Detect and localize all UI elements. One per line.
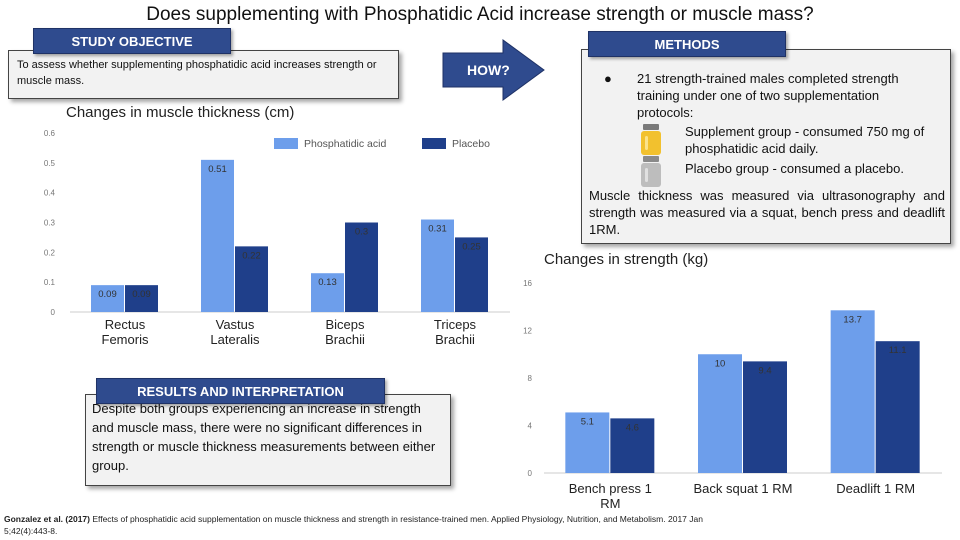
category-label-rectus-femoris: Rectus xyxy=(105,317,146,332)
data-label-vastus-lateralis-series-1: 0.51 xyxy=(208,164,227,175)
y-tick-label: 0 xyxy=(528,469,533,478)
data-label-bench-press-1-rm-series-1: 5.1 xyxy=(581,416,594,427)
legend-label-phosphatidic-acid: Phosphatidic acid xyxy=(304,138,386,150)
results-box: Despite both groups experiencing an incr… xyxy=(85,394,451,486)
bar-biceps-brachii-series-2 xyxy=(345,222,378,312)
study-objective-banner: STUDY OBJECTIVE xyxy=(33,28,231,54)
y-tick-label: 8 xyxy=(528,374,533,383)
bar-deadlift-1-rm-series-2 xyxy=(875,341,920,473)
data-label-vastus-lateralis-series-2: 0.22 xyxy=(242,250,261,261)
methods-bullet-text: 21 strength-trained males completed stre… xyxy=(637,71,899,120)
study-objective-heading: STUDY OBJECTIVE xyxy=(71,33,193,49)
results-banner: RESULTS AND INTERPRETATION xyxy=(96,378,385,404)
how-arrow: HOW? xyxy=(442,39,545,101)
category-label-biceps-brachii: Brachii xyxy=(325,332,365,347)
reference-citation: Gonzalez et al. (2017) Effects of phosph… xyxy=(4,513,704,537)
bar-bench-press-1-rm-series-2 xyxy=(610,418,655,473)
category-label-bench-press-1-rm: RM xyxy=(600,496,620,511)
bar-biceps-brachii-series-1 xyxy=(311,273,344,312)
y-tick-label: 0 xyxy=(51,308,56,317)
study-objective-box: To assess whether supplementing phosphat… xyxy=(8,50,399,99)
reference-author: Gonzalez et al. (2017) xyxy=(4,514,90,524)
how-arrow-label: HOW? xyxy=(467,62,510,78)
category-label-rectus-femoris: Femoris xyxy=(102,332,149,347)
methods-bullet-marker: ● xyxy=(604,71,612,86)
y-tick-label: 12 xyxy=(523,327,532,336)
category-label-biceps-brachii: Biceps xyxy=(325,317,365,332)
data-label-back-squat-1-rm-series-2: 9.4 xyxy=(758,365,771,376)
data-label-triceps-brachii-series-1: 0.31 xyxy=(428,224,447,235)
data-label-rectus-femoris-series-1: 0.09 xyxy=(98,289,117,300)
reference-text: Effects of phosphatidic acid supplementa… xyxy=(4,514,703,536)
legend-swatch-placebo xyxy=(422,138,446,149)
y-tick-label: 0.4 xyxy=(44,189,56,198)
data-label-bench-press-1-rm-series-2: 4.6 xyxy=(626,422,639,433)
bar-back-squat-1-rm-series-1 xyxy=(698,354,742,473)
category-label-back-squat-1-rm: Back squat 1 RM xyxy=(694,481,793,496)
methods-banner: METHODS xyxy=(588,31,786,57)
category-label-triceps-brachii: Brachii xyxy=(435,332,475,347)
category-label-vastus-lateralis: Lateralis xyxy=(210,332,260,347)
bar-back-squat-1-rm-series-2 xyxy=(743,361,787,473)
y-tick-label: 0.1 xyxy=(44,278,56,287)
category-label-vastus-lateralis: Vastus xyxy=(216,317,255,332)
methods-measurement-text: Muscle thickness was measured via ultras… xyxy=(589,188,945,237)
bar-triceps-brachii-series-1 xyxy=(421,219,454,312)
category-label-bench-press-1-rm: Bench press 1 xyxy=(569,481,652,496)
strength-chart: Changes in strength (kg) 0 4 8 12 16 5.1 4.6 Be… xyxy=(523,251,942,511)
y-tick-label: 0.6 xyxy=(44,129,56,138)
results-heading: RESULTS AND INTERPRETATION xyxy=(137,383,344,399)
data-label-deadlift-1-rm-series-1: 13.7 xyxy=(843,314,862,325)
y-tick-label: 0.2 xyxy=(44,248,56,257)
placebo-group-text: Placebo group - consumed a placebo. xyxy=(685,161,904,176)
y-tick-label: 16 xyxy=(523,279,532,288)
page-title: Does supplementing with Phosphatidic Aci… xyxy=(146,4,814,25)
muscle-thickness-chart-title: Changes in muscle thickness (cm) xyxy=(66,104,294,121)
results-text: Despite both groups experiencing an incr… xyxy=(92,401,436,473)
study-objective-text: To assess whether supplementing phosphat… xyxy=(17,59,377,87)
data-label-deadlift-1-rm-series-2: 11.1 xyxy=(889,345,907,356)
data-label-triceps-brachii-series-2: 0.25 xyxy=(462,241,481,252)
category-label-deadlift-1-rm: Deadlift 1 RM xyxy=(836,481,915,496)
muscle-thickness-chart: Changes in muscle thickness (cm) Phospha… xyxy=(44,104,510,347)
yellow-bottle-icon xyxy=(641,124,661,155)
methods-box: ● 21 strength-trained males completed st… xyxy=(581,49,951,244)
muscle-thickness-legend: Phosphatidic acid Placebo xyxy=(274,138,490,150)
methods-heading: METHODS xyxy=(654,36,720,52)
y-tick-label: 4 xyxy=(528,422,533,431)
data-label-rectus-femoris-series-2: 0.09 xyxy=(132,289,151,300)
bar-deadlift-1-rm-series-1 xyxy=(830,310,875,473)
legend-label-placebo: Placebo xyxy=(452,138,490,150)
bar-bench-press-1-rm-series-1 xyxy=(565,412,610,473)
data-label-biceps-brachii-series-2: 0.3 xyxy=(355,227,368,238)
data-label-back-squat-1-rm-series-1: 10 xyxy=(715,358,726,369)
legend-swatch-phosphatidic-acid xyxy=(274,138,298,149)
y-tick-label: 0.3 xyxy=(44,219,56,228)
bar-rectus-femoris-series-1 xyxy=(91,285,124,312)
bar-vastus-lateralis-series-2 xyxy=(235,246,268,312)
category-label-triceps-brachii: Triceps xyxy=(434,317,477,332)
bar-vastus-lateralis-series-1 xyxy=(201,159,234,312)
bar-triceps-brachii-series-2 xyxy=(455,237,488,312)
supplement-group-text: Supplement group - consumed 750 mg of ph… xyxy=(685,124,925,156)
strength-chart-title: Changes in strength (kg) xyxy=(544,251,708,268)
bar-rectus-femoris-series-2 xyxy=(125,285,158,312)
gray-bottle-icon xyxy=(641,156,661,187)
y-tick-label: 0.5 xyxy=(44,159,56,168)
data-label-biceps-brachii-series-1: 0.13 xyxy=(318,277,337,288)
